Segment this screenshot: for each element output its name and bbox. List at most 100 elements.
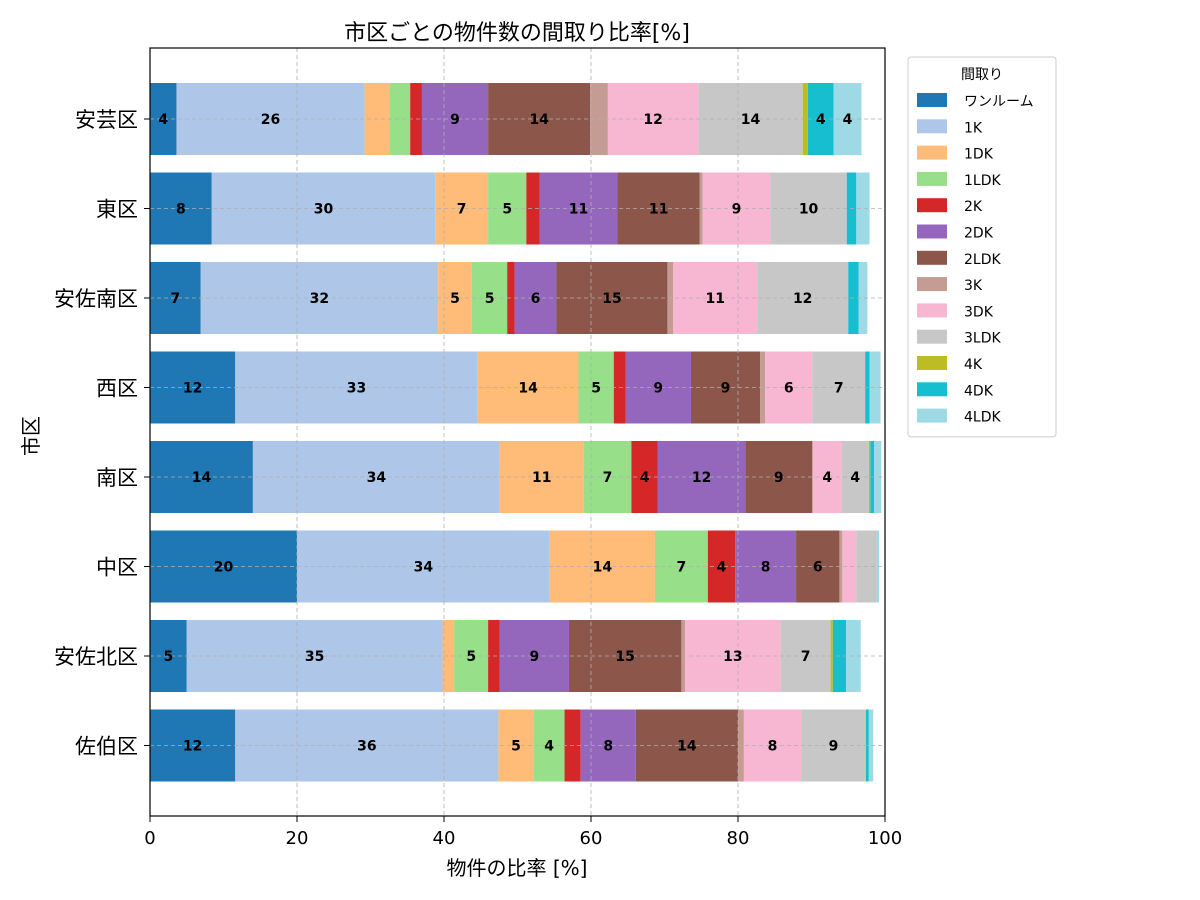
- segment-value-label: 4: [843, 112, 853, 128]
- x-tick-label: 80: [727, 828, 750, 849]
- legend-label: 4K: [964, 357, 983, 373]
- x-tick-label: 60: [580, 828, 603, 849]
- x-axis-ticks: 0 20 40 60 80 100: [144, 816, 902, 849]
- legend-swatch: [917, 119, 947, 134]
- segment-value-label: 30: [314, 202, 334, 218]
- x-tick-label: 0: [144, 828, 155, 849]
- bar-segment: [842, 530, 857, 603]
- segment-value-label: 7: [801, 649, 811, 665]
- segment-value-label: 5: [485, 291, 495, 307]
- segment-value-label: 4: [822, 470, 832, 486]
- segment-value-label: 7: [834, 381, 844, 397]
- legend-label: 4LDK: [964, 410, 1001, 426]
- segment-value-label: 32: [310, 291, 329, 307]
- legend-label: 3LDK: [964, 331, 1001, 347]
- y-tick-label: 佐伯区: [75, 735, 138, 759]
- legend-label: 3DK: [964, 304, 994, 320]
- bar-segment: [873, 441, 882, 513]
- legend-label: 3K: [964, 278, 983, 294]
- segment-value-label: 5: [511, 739, 521, 755]
- x-tick-label: 20: [286, 828, 309, 849]
- segment-value-label: 5: [164, 649, 174, 665]
- segment-value-label: 14: [529, 112, 549, 128]
- legend-swatch: [917, 145, 947, 160]
- legend-label: 2DK: [964, 226, 994, 242]
- legend-swatch: [917, 356, 947, 370]
- legend-swatch: [917, 224, 947, 239]
- y-tick-label: 東区: [96, 198, 138, 222]
- legend-label: 2K: [964, 199, 983, 215]
- bar-segment: [699, 172, 703, 245]
- segment-value-label: 5: [450, 291, 460, 307]
- segment-value-label: 4: [850, 470, 860, 486]
- segment-value-label: 7: [677, 560, 687, 576]
- segment-value-label: 8: [176, 202, 186, 218]
- segment-value-label: 9: [829, 739, 839, 755]
- segment-value-label: 7: [457, 202, 467, 218]
- segment-value-label: 9: [530, 649, 540, 665]
- segment-value-label: 4: [816, 112, 826, 128]
- bar-segment: [858, 262, 868, 334]
- segment-value-label: 8: [761, 560, 771, 576]
- legend-label: 1DK: [964, 147, 994, 163]
- bar-segment: [802, 83, 808, 155]
- segment-value-label: 15: [615, 649, 634, 665]
- bar-segment: [617, 172, 700, 245]
- segment-value-label: 5: [502, 202, 512, 218]
- chart-title: 市区ごとの物件数の間取り比率[%]: [344, 21, 690, 46]
- segment-value-label: 6: [784, 381, 794, 397]
- legend-label: ワンルーム: [964, 94, 1034, 110]
- segment-value-label: 14: [192, 470, 212, 486]
- segment-value-label: 7: [170, 291, 180, 307]
- legend-swatch: [917, 93, 947, 107]
- segment-value-label: 4: [717, 560, 727, 576]
- legend: 間取り ワンルーム 1K 1DK 1LDK 2K 2DK 2LDK 3K 3DK 3LDK 4K 4D…: [907, 56, 1057, 438]
- segment-value-label: 9: [450, 112, 460, 128]
- segment-value-label: 11: [649, 202, 668, 218]
- y-tick-label: 西区: [96, 377, 138, 401]
- y-axis-label: 市区: [19, 416, 43, 456]
- legend-swatch: [917, 198, 947, 213]
- segment-value-label: 4: [544, 739, 554, 755]
- y-tick-label: 安佐北区: [54, 645, 138, 669]
- x-axis-label: 物件の比率 [%]: [447, 856, 588, 880]
- segment-value-label: 11: [532, 470, 551, 486]
- segment-value-label: 13: [723, 649, 742, 665]
- bar-segment: [389, 83, 411, 155]
- legend-swatch: [917, 250, 947, 265]
- segment-value-label: 11: [705, 291, 724, 307]
- segment-value-label: 12: [793, 291, 812, 307]
- segment-value-label: 12: [643, 112, 662, 128]
- bar-segment: [868, 441, 871, 513]
- x-tick-label: 40: [433, 828, 456, 849]
- segment-value-label: 14: [677, 739, 697, 755]
- legend-title: 間取り: [961, 67, 1003, 83]
- segment-value-label: 34: [414, 560, 434, 576]
- segment-value-label: 26: [261, 112, 280, 128]
- segment-value-label: 15: [602, 291, 621, 307]
- segment-value-label: 7: [603, 470, 613, 486]
- bar-segment: [442, 620, 455, 692]
- x-tick-label: 100: [868, 828, 902, 849]
- segment-value-label: 12: [183, 739, 202, 755]
- y-tick-label: 安芸区: [75, 108, 138, 132]
- legend-swatch: [917, 303, 947, 318]
- legend-label: 1LDK: [964, 173, 1001, 189]
- bar-segment: [812, 441, 813, 513]
- bar-segment: [869, 351, 881, 424]
- legend-swatch: [917, 277, 947, 292]
- bar-segment: [856, 172, 870, 245]
- bar-segment: [549, 530, 655, 603]
- segment-value-label: 34: [367, 470, 387, 486]
- bar-segment: [698, 83, 803, 155]
- bar-segment: [657, 441, 746, 513]
- legend-label: 1K: [964, 120, 983, 136]
- bar-segment: [499, 441, 584, 513]
- segment-value-label: 4: [640, 470, 650, 486]
- segment-value-label: 9: [732, 202, 742, 218]
- bar-segment: [839, 530, 843, 603]
- segment-value-label: 12: [692, 470, 711, 486]
- segment-value-label: 35: [305, 649, 324, 665]
- bar-segment: [673, 262, 758, 334]
